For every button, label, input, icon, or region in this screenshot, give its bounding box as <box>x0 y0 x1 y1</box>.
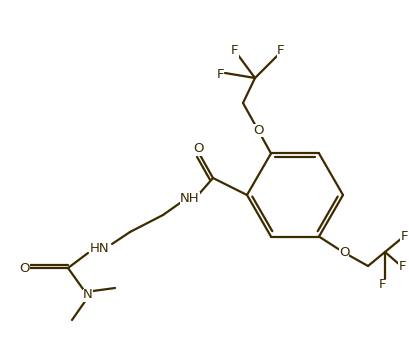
Text: HN: HN <box>90 241 110 255</box>
Text: O: O <box>253 124 263 136</box>
Text: O: O <box>193 142 203 156</box>
Text: N: N <box>83 288 93 302</box>
Text: F: F <box>216 68 224 82</box>
Text: F: F <box>400 230 408 242</box>
Text: F: F <box>277 44 285 58</box>
Text: F: F <box>231 44 239 58</box>
Text: NH: NH <box>180 192 200 204</box>
Text: O: O <box>20 262 30 274</box>
Text: F: F <box>379 278 387 292</box>
Text: F: F <box>398 261 406 273</box>
Text: O: O <box>339 246 349 260</box>
